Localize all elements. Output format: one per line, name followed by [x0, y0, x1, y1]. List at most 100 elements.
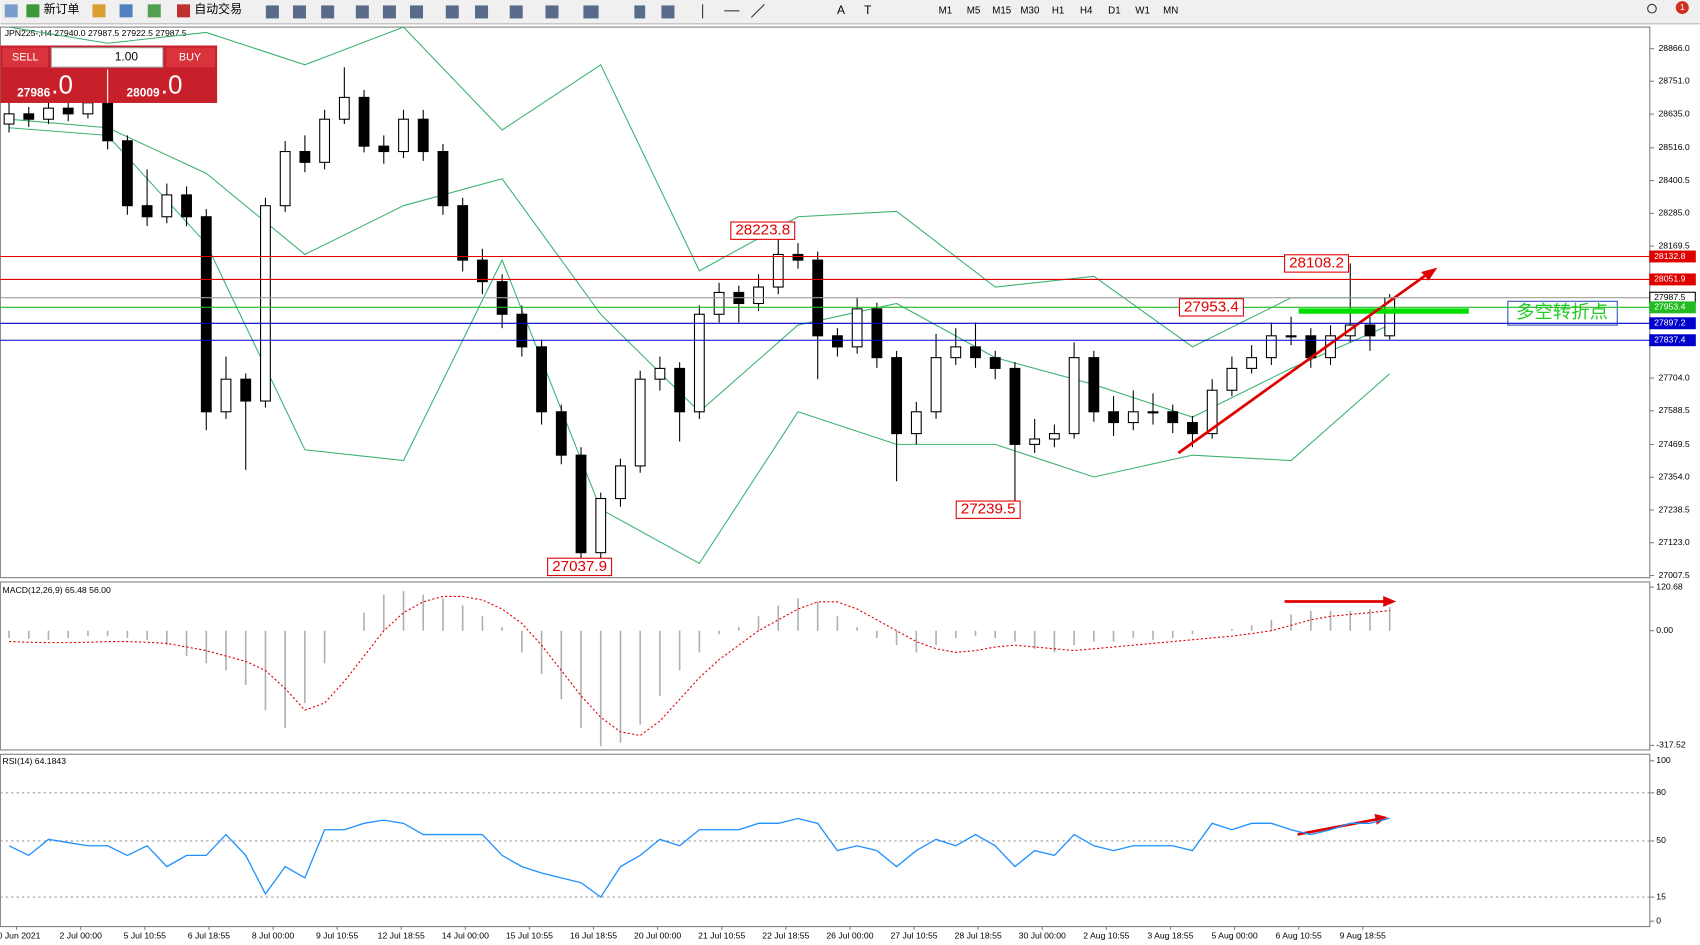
level-tag [1649, 317, 1696, 330]
timeframe[interactable]: M5 [967, 5, 981, 16]
candle-body [772, 253, 784, 288]
icon[interactable] [265, 5, 279, 19]
icon[interactable] [583, 5, 599, 19]
candle-body [62, 107, 74, 115]
icon[interactable] [355, 5, 369, 19]
candle-body [713, 291, 725, 315]
x-tick-label: 30 Jun 2021 [0, 931, 41, 941]
arrow-head [1374, 813, 1388, 825]
candle-body [319, 118, 331, 163]
candle-body [121, 140, 133, 207]
rsi-tick-label: 100 [1656, 755, 1671, 765]
timeframe[interactable]: M30 [1020, 5, 1040, 16]
candle-body [1108, 411, 1119, 424]
buy-price-frac[interactable]: .0 [161, 70, 183, 100]
candle-body [220, 378, 232, 413]
icon[interactable] [509, 5, 523, 19]
timeframe[interactable]: H4 [1080, 5, 1093, 16]
candle-body [851, 308, 863, 348]
candle-body [1285, 335, 1297, 338]
x-tick-label: 5 Jul 10:55 [124, 931, 167, 941]
x-tick-label: 30 Jul 00:00 [1019, 931, 1066, 941]
x-tick-label: 20 Jul 00:00 [634, 931, 681, 941]
macd-tick-label: -317.52 [1656, 740, 1686, 750]
y-tick-label: 27588.5 [1658, 405, 1689, 415]
y-tick-label: 28751.0 [1658, 76, 1689, 86]
y-tick-label: 27123.0 [1658, 537, 1689, 547]
icon[interactable] [410, 5, 424, 19]
x-tick-label: 3 Aug 18:55 [1147, 931, 1193, 941]
candle-body [200, 216, 212, 413]
y-tick-label: 28400.5 [1658, 175, 1689, 185]
autotrading[interactable]: 自动交易 [194, 2, 242, 16]
toolbar [0, 0, 1700, 24]
candle-body [1147, 411, 1159, 414]
candle-body [1127, 411, 1139, 424]
buy-button[interactable] [166, 47, 215, 68]
candle-body [299, 151, 311, 163]
search[interactable] [1647, 3, 1657, 14]
new-order[interactable]: 新订单 [44, 2, 80, 16]
macd-panel [0, 581, 1651, 751]
sell-price-frac[interactable]: .0 [51, 70, 73, 100]
level-tag [1649, 273, 1696, 286]
candle-body [555, 411, 567, 456]
icon[interactable] [292, 5, 306, 19]
timeframe[interactable]: M1 [939, 5, 953, 16]
y-tick-label: 28516.0 [1658, 142, 1689, 152]
candle-body [279, 151, 291, 207]
icon[interactable] [634, 5, 646, 19]
buy-price[interactable]: 28009 [127, 85, 160, 99]
candle-body [1187, 422, 1198, 435]
lot-value[interactable]: 1.00 [115, 50, 139, 64]
trend-arrow [1177, 271, 1430, 455]
autotrading-icon[interactable] [177, 4, 191, 18]
candle-body [181, 194, 192, 218]
x-tick-label: 16 Jul 18:55 [570, 931, 617, 941]
new-order-icon[interactable] [26, 4, 40, 18]
text-tool[interactable]: A [837, 3, 845, 17]
label-tool[interactable]: T [864, 3, 871, 17]
candle-body [989, 357, 1001, 369]
timeframe[interactable]: H1 [1052, 5, 1064, 16]
level-tag [1649, 250, 1696, 263]
sell-price[interactable]: 27986 [17, 85, 50, 99]
icon[interactable] [445, 5, 459, 19]
timeframe[interactable]: MN [1163, 5, 1178, 16]
y-tick-label: 28169.5 [1658, 240, 1689, 250]
level-label: 28132.8 [1654, 251, 1685, 261]
lot-input[interactable] [50, 47, 164, 68]
x-tick-label: 26 Jul 00:00 [826, 931, 873, 941]
notification-badge[interactable] [1675, 1, 1689, 15]
icon[interactable] [119, 4, 133, 18]
candle-body [161, 194, 173, 218]
candle-body [832, 335, 843, 348]
x-tick-label: 6 Jul 18:55 [188, 931, 231, 941]
icon[interactable] [382, 5, 396, 19]
icon[interactable] [661, 5, 675, 19]
bollinger-lower [8, 127, 1391, 565]
icon[interactable] [545, 5, 559, 19]
y-tick-label: 28866.0 [1658, 43, 1689, 53]
timeframe[interactable]: M15 [992, 5, 1012, 16]
candle-body [457, 205, 469, 261]
icon[interactable] [321, 5, 335, 19]
trend-tool[interactable] [750, 3, 765, 18]
candle-body [1048, 433, 1060, 440]
candle-body [970, 346, 981, 359]
sell-label[interactable]: SELL [12, 51, 39, 63]
icon[interactable] [4, 4, 18, 18]
icon[interactable] [147, 4, 161, 18]
candle-body [437, 151, 449, 207]
icon[interactable] [92, 4, 106, 18]
x-tick-label: 2 Aug 10:55 [1083, 931, 1129, 941]
buy-label[interactable]: BUY [179, 51, 201, 63]
price-annotation-box [730, 221, 796, 240]
icon[interactable] [475, 5, 489, 19]
timeframe[interactable]: W1 [1135, 5, 1150, 16]
candle-body [338, 96, 350, 120]
timeframe[interactable]: D1 [1108, 5, 1120, 16]
sell-button[interactable] [2, 47, 49, 68]
candle-body [1029, 438, 1041, 445]
